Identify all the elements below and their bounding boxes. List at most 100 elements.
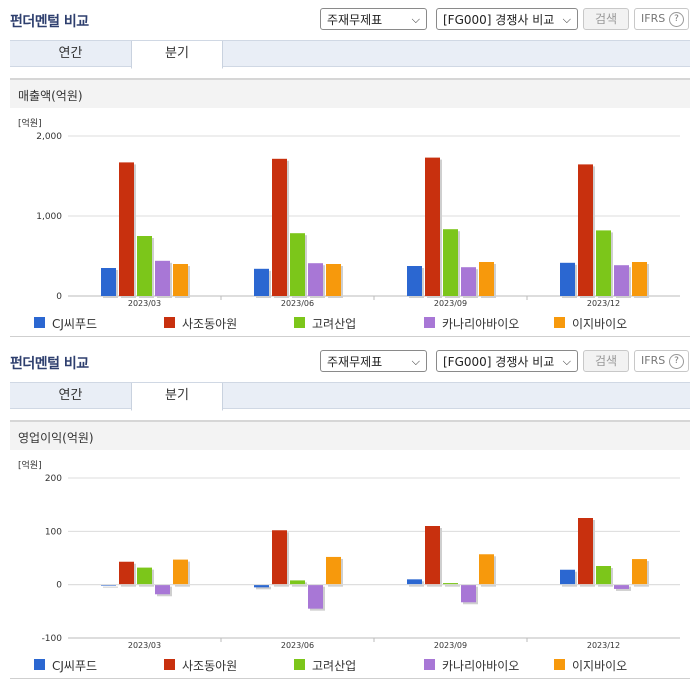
y-tick-label: 100 bbox=[45, 527, 62, 537]
bar bbox=[443, 229, 458, 296]
legend-label: 카나리아바이오 bbox=[442, 317, 520, 331]
legend-swatch bbox=[34, 659, 45, 670]
ifrs-button[interactable]: IFRS ? bbox=[634, 350, 689, 372]
bar-shadow bbox=[445, 585, 460, 587]
bar bbox=[596, 230, 611, 296]
metric-label: 매출액(억원) bbox=[18, 89, 83, 103]
bar bbox=[560, 569, 575, 585]
bar bbox=[632, 559, 647, 585]
bar bbox=[272, 158, 287, 296]
chart-legend: CJ씨푸드 사조동아원 고려산업 카나리아바이오 이지바이오 bbox=[10, 656, 690, 674]
bar bbox=[461, 584, 476, 603]
legend-swatch bbox=[294, 317, 305, 328]
ifrs-label: IFRS bbox=[641, 354, 666, 367]
tab-annual[interactable]: 연간 bbox=[58, 46, 83, 61]
x-tick-label: 2023/03 bbox=[128, 641, 161, 650]
legend-label: 고려산업 bbox=[312, 659, 357, 673]
period-tabs: 연간 분기 bbox=[10, 382, 690, 411]
legend-swatch bbox=[294, 659, 305, 670]
x-tick-label: 2023/12 bbox=[587, 641, 620, 650]
statement-select-value: 주재무제표 bbox=[327, 13, 383, 27]
bar bbox=[290, 233, 305, 296]
peer-select-value: [FG000] 경쟁사 비교 bbox=[443, 13, 555, 27]
bar bbox=[137, 567, 152, 585]
search-button[interactable]: 검색 bbox=[583, 8, 629, 30]
bar bbox=[173, 559, 188, 585]
statement-select[interactable]: 주재무제표 ⌵ bbox=[320, 350, 427, 372]
bar bbox=[137, 236, 152, 296]
tab-annual[interactable]: 연간 bbox=[58, 388, 83, 403]
legend-swatch bbox=[424, 317, 435, 328]
panel-header: 펀더멘털 비교 주재무제표 ⌵ [FG000] 경쟁사 비교 ⌵ 검색 IFRS… bbox=[10, 342, 690, 378]
legend-swatch bbox=[554, 659, 565, 670]
panel-title: 펀더멘털 비교 bbox=[10, 356, 89, 372]
chart-legend: CJ씨푸드 사조동아원 고려산업 카나리아바이오 이지바이오 bbox=[10, 314, 690, 332]
bar bbox=[101, 584, 116, 586]
legend-label: 카나리아바이오 bbox=[442, 659, 520, 673]
y-tick-label: 200 bbox=[45, 474, 62, 484]
y-unit-label: [억원] bbox=[18, 117, 42, 129]
ifrs-label: IFRS bbox=[641, 12, 666, 25]
x-tick-label: 2023/09 bbox=[434, 641, 467, 650]
bar bbox=[425, 157, 440, 296]
revenue-chart: [억원] 0 1,000 2,000 2023/03 2023/06 2023/09 2023… bbox=[18, 117, 680, 308]
bar bbox=[479, 262, 494, 296]
tab-quarterly[interactable]: 분기 bbox=[131, 383, 223, 411]
tab-quarterly[interactable]: 분기 bbox=[131, 41, 223, 69]
x-tick-label: 2023/12 bbox=[587, 299, 620, 308]
chevron-down-icon: ⌵ bbox=[562, 13, 571, 26]
bar bbox=[407, 266, 422, 296]
bar bbox=[326, 556, 341, 585]
bar bbox=[614, 584, 629, 589]
legend-swatch bbox=[554, 317, 565, 328]
bar bbox=[290, 580, 305, 585]
y-unit-label: [억원] bbox=[18, 459, 42, 471]
statement-select[interactable]: 주재무제표 ⌵ bbox=[320, 8, 427, 30]
bar bbox=[308, 263, 323, 296]
bar bbox=[632, 262, 647, 296]
bar bbox=[425, 526, 440, 585]
bar bbox=[119, 162, 134, 296]
legend-label: 사조동아원 bbox=[182, 317, 238, 331]
bar bbox=[155, 584, 170, 595]
x-tick-label: 2023/06 bbox=[281, 641, 314, 650]
legend-swatch bbox=[164, 659, 175, 670]
bar bbox=[461, 267, 476, 296]
peer-select[interactable]: [FG000] 경쟁사 비교 ⌵ bbox=[436, 350, 578, 372]
ifrs-button[interactable]: IFRS ? bbox=[634, 8, 689, 30]
legend-label: 사조동아원 bbox=[182, 659, 238, 673]
panel-operating-income: 펀더멘털 비교 주재무제표 ⌵ [FG000] 경쟁사 비교 ⌵ 검색 IFRS… bbox=[0, 342, 696, 684]
bar bbox=[326, 264, 341, 296]
legend-label: CJ씨푸드 bbox=[52, 317, 98, 331]
help-icon[interactable]: ? bbox=[669, 12, 684, 27]
bar bbox=[254, 268, 269, 296]
bar bbox=[173, 264, 188, 296]
x-tick-label: 2023/03 bbox=[128, 299, 161, 308]
legend-label: CJ씨푸드 bbox=[52, 659, 98, 673]
legend-swatch bbox=[34, 317, 45, 328]
legend-label: 이지바이오 bbox=[572, 659, 628, 673]
bar bbox=[407, 579, 422, 585]
bar bbox=[578, 164, 593, 296]
panel-title: 펀더멘털 비교 bbox=[10, 14, 89, 30]
bar bbox=[614, 265, 629, 296]
bar bbox=[272, 530, 287, 585]
bar bbox=[308, 584, 323, 609]
bar bbox=[560, 262, 575, 296]
help-icon[interactable]: ? bbox=[669, 354, 684, 369]
peer-select[interactable]: [FG000] 경쟁사 비교 ⌵ bbox=[436, 8, 578, 30]
metric-header: 영업이익(억원) bbox=[10, 420, 690, 450]
period-tabs: 연간 분기 bbox=[10, 40, 690, 69]
legend-swatch bbox=[164, 317, 175, 328]
divider bbox=[10, 678, 690, 679]
x-tick-label: 2023/09 bbox=[434, 299, 467, 308]
bar-shadow bbox=[256, 586, 271, 590]
divider bbox=[10, 336, 690, 337]
bar bbox=[443, 583, 458, 585]
y-tick-label: 0 bbox=[56, 292, 62, 302]
statement-select-value: 주재무제표 bbox=[327, 355, 383, 369]
operating-income-chart: [억원] -100 0 100 200 2023/03 2023/06 2023/09 2023… bbox=[18, 459, 680, 650]
metric-header: 매출액(억원) bbox=[10, 78, 690, 108]
search-button[interactable]: 검색 bbox=[583, 350, 629, 372]
legend-swatch bbox=[424, 659, 435, 670]
